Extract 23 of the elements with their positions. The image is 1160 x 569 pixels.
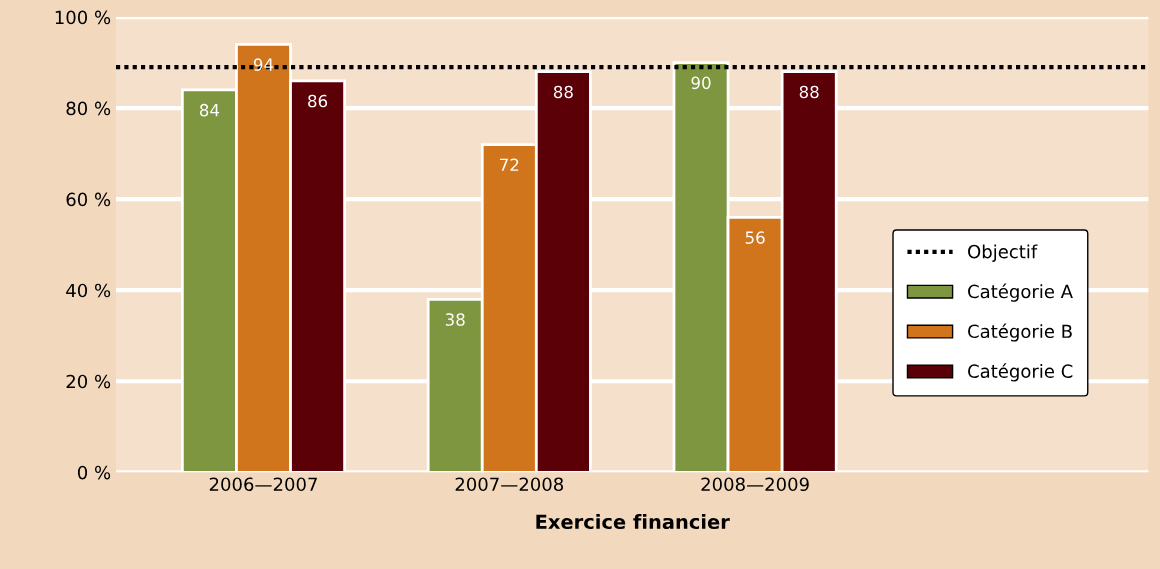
y-tick-label: 40 % (66, 283, 111, 298)
data-label: 90 (691, 76, 711, 90)
legend-label: Catégorie B (968, 323, 1072, 342)
data-label: 38 (445, 313, 465, 326)
x-tick-label: 2007—2008 (455, 477, 564, 492)
data-label: 86 (308, 94, 328, 108)
legend-label: Catégorie A (968, 283, 1073, 302)
data-label: 88 (553, 85, 573, 99)
y-tick-label: 80 % (66, 101, 111, 116)
x-tick-label: 2006—2007 (209, 477, 317, 492)
y-tick-label: 0 % (77, 465, 111, 480)
data-label: 88 (799, 85, 819, 99)
x-tick-label: 2008—2009 (701, 477, 809, 492)
y-tick-label: 60 % (66, 192, 111, 207)
y-tick-label: 20 % (66, 374, 111, 389)
data-label: 72 (500, 158, 519, 171)
data-label: 94 (253, 58, 274, 71)
data-label: 56 (745, 231, 765, 244)
legend-label: Objectif (968, 244, 1038, 262)
y-tick-label: 100 % (55, 10, 111, 25)
x-axis-title: Exercice financier (536, 514, 730, 530)
legend-label: Catégorie C (968, 363, 1073, 382)
data-label: 84 (199, 103, 220, 117)
